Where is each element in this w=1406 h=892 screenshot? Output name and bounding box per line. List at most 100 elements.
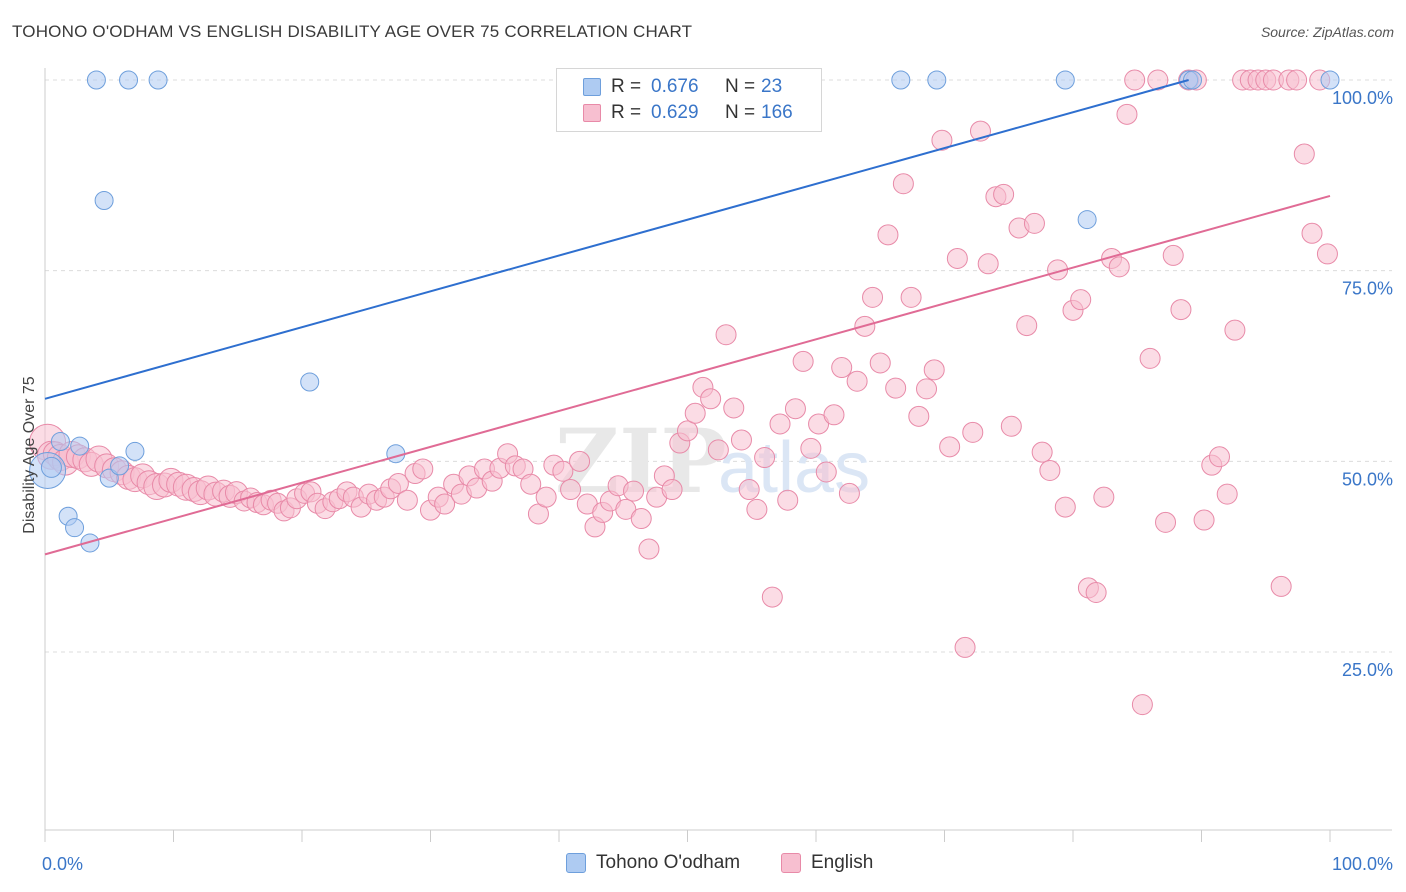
legend-item-english[interactable]: English [781, 852, 873, 874]
english-point [738, 479, 760, 501]
english-point [1208, 446, 1230, 468]
english-point [862, 286, 884, 308]
english-point [1301, 222, 1323, 244]
tohono-point [50, 432, 70, 452]
english-point [684, 402, 706, 424]
tohono-point [80, 533, 100, 553]
tohono-point [927, 70, 947, 90]
english-point [1039, 459, 1061, 481]
english-point [1124, 69, 1146, 91]
english-point [1316, 243, 1338, 265]
legend-item-tohono[interactable]: Tohono O'odham [566, 852, 740, 874]
english-point [730, 429, 752, 451]
n-label: N = [725, 102, 756, 123]
english-point [1000, 415, 1022, 437]
tohono-point [1077, 210, 1097, 230]
legend-label-english: English [811, 852, 874, 873]
legend-swatch-tohono [566, 853, 586, 873]
english-point [908, 405, 930, 427]
tohono-point [1320, 70, 1340, 90]
english-point [923, 359, 945, 381]
english-point [615, 498, 637, 520]
tohono-point [110, 456, 130, 476]
tohono-point [70, 436, 90, 456]
tohono-points [29, 70, 1340, 553]
stats-box: R = 0.676 N = 23 R = 0.629 N = 166 [556, 68, 822, 132]
english-point [746, 498, 768, 520]
english-point [769, 413, 791, 435]
legend: Tohono O'odham English [0, 852, 1406, 876]
english-point [1139, 347, 1161, 369]
english-point [723, 397, 745, 419]
english-point [623, 480, 645, 502]
tohono-point [94, 191, 114, 211]
r-value: 0.629 [651, 102, 699, 123]
english-point [1216, 483, 1238, 505]
stats-row-tohono: R = 0.676 N = 23 [557, 75, 782, 99]
english-point [1085, 582, 1107, 604]
english-point [993, 183, 1015, 205]
chart-title: TOHONO O'ODHAM VS ENGLISH DISABILITY AGE… [12, 22, 693, 41]
tohono-point [300, 372, 320, 392]
r-value: 0.676 [651, 76, 699, 97]
english-point [661, 479, 683, 501]
english-point [808, 413, 830, 435]
tohono-point [891, 70, 911, 90]
tohono-point [40, 456, 62, 478]
english-point [885, 377, 907, 399]
english-point [784, 398, 806, 420]
y-tick-label: 100.0% [1332, 88, 1393, 108]
english-point [569, 450, 591, 472]
english-point [535, 486, 557, 508]
english-point [846, 370, 868, 392]
english-swatch [583, 104, 601, 122]
english-point [630, 508, 652, 530]
english-point [715, 324, 737, 346]
y-tick-label: 75.0% [1342, 279, 1393, 299]
legend-swatch-english [781, 853, 801, 873]
n-value: 23 [761, 76, 783, 97]
source-label: Source: ZipAtlas.com [1260, 24, 1394, 40]
english-point [1293, 143, 1315, 165]
english-point [962, 421, 984, 443]
y-axis-label: Disability Age Over 75 [21, 376, 38, 534]
tohono-trend-line [44, 79, 1189, 400]
english-point [412, 458, 434, 480]
english-point [1170, 299, 1192, 321]
english-point [800, 437, 822, 459]
r-label: R = [611, 102, 642, 123]
english-point [838, 482, 860, 504]
english-point [1054, 496, 1076, 518]
english-point [560, 479, 582, 501]
english-point [520, 473, 542, 495]
n-label: N = [725, 76, 756, 97]
english-point [1193, 509, 1215, 531]
english-point [1131, 694, 1153, 716]
stats-row-english: R = 0.629 N = 166 [557, 101, 793, 125]
english-point [792, 350, 814, 372]
y-tick-label: 25.0% [1342, 660, 1393, 680]
english-point [754, 447, 776, 469]
english-point [869, 352, 891, 374]
english-point [900, 286, 922, 308]
tohono-point [125, 441, 145, 461]
english-point [552, 460, 574, 482]
english-point [831, 357, 853, 379]
english-point [1093, 486, 1115, 508]
r-label: R = [611, 76, 642, 97]
tick-labels: 25.0% 50.0% 75.0% 100.0% 0.0% 100.0% [42, 88, 1393, 874]
english-point [916, 378, 938, 400]
tohono-point [386, 444, 406, 464]
x-tick-label-max: 100.0% [1332, 854, 1393, 874]
english-point [396, 489, 418, 511]
english-point [1224, 319, 1246, 341]
tohono-point [1183, 70, 1203, 90]
english-point [954, 636, 976, 658]
english-point [931, 129, 953, 151]
english-point [877, 224, 899, 246]
english-point [892, 173, 914, 195]
english-point [815, 461, 837, 483]
english-point [1286, 69, 1308, 91]
english-point [707, 439, 729, 461]
trend-lines [44, 79, 1331, 556]
